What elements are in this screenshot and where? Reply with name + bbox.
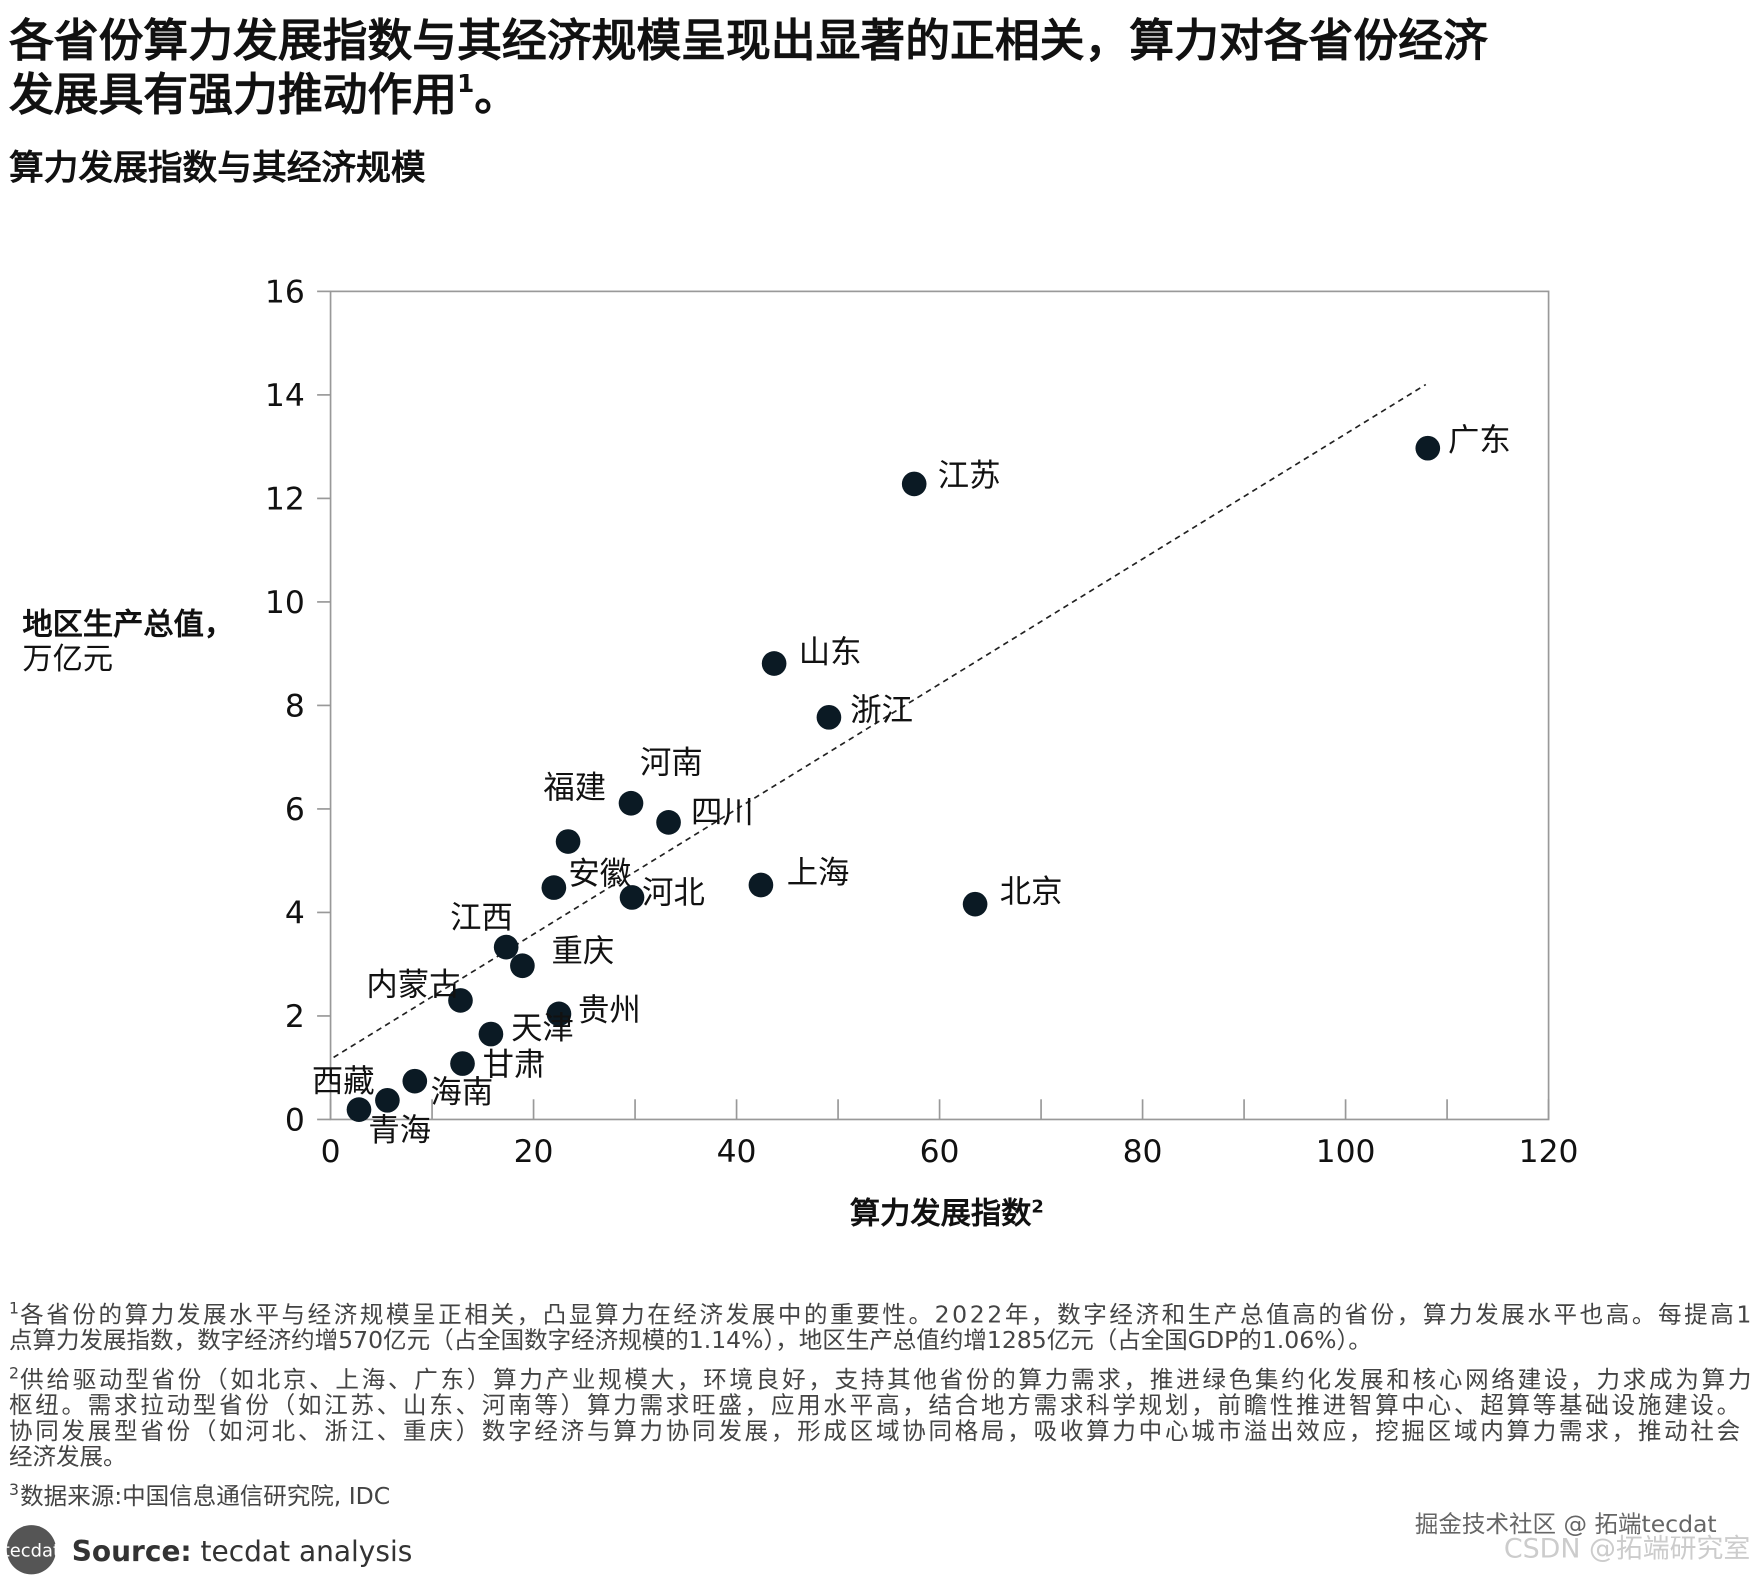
y-label: 万亿元 [22,642,113,677]
source-text: tecdat analysis [201,1535,413,1568]
point [510,953,535,979]
point-label: 河南 [640,745,703,781]
y-tick-label: 8 [285,689,305,725]
x-label: 算力发展指数2 [850,1196,1044,1231]
y-tick-label: 2 [285,999,305,1035]
x-tick-label: 100 [1316,1134,1376,1170]
plot-frame [329,290,1550,1121]
y-tick-label: 14 [265,378,305,414]
point [450,1051,475,1076]
watermark: CSDN @拓端研究室 [1504,1534,1750,1565]
footnote-marker: 2 [9,1363,19,1382]
y-tick-label: 6 [285,792,305,828]
source: tecdat Source: tecdat analysis [3,1525,413,1575]
x-tick-label: 80 [1123,1134,1163,1170]
point-label: 浙江 [850,693,913,729]
point [748,872,774,898]
point-label: 福建 [543,770,606,806]
point-label: 海南 [430,1074,493,1110]
point [375,1087,400,1113]
footnote-marker: 1 [9,1298,19,1317]
y-tick-label: 10 [265,585,305,621]
point [901,471,927,497]
y-tick-label: 16 [265,275,305,311]
point [962,891,988,917]
y-label: 地区生产总值， [22,607,234,642]
title-marker: 1 [457,69,474,98]
point-label: 贵州 [578,993,641,1029]
point-label: 天津 [511,1011,574,1047]
point [555,829,581,854]
x-label-marker: 2 [1031,1196,1043,1217]
y-tick-label: 0 [285,1103,305,1139]
y-tick-label: 4 [285,896,305,932]
point-label: 上海 [787,855,850,891]
x-tick-label: 0 [321,1134,341,1170]
point-label: 江西 [450,900,513,936]
point [761,651,787,676]
point [448,988,473,1013]
point-label: 江苏 [938,458,1001,494]
point [1415,435,1441,461]
x-label-text: 算力发展指数 [850,1197,1032,1232]
footnote-marker: 3 [9,1480,19,1499]
y-tick-label: 12 [265,482,305,518]
x-tick-label: 40 [717,1134,757,1170]
point [618,790,644,816]
point-label: 安徽 [568,856,631,892]
logo: tecdat [3,1540,60,1561]
footnote-line: 经济发展。 [9,1443,127,1471]
footnote-line: 各省份的算力发展水平与经济规模呈正相关，凸显算力在经济发展中的重要性。2022年… [20,1300,1751,1328]
subtitle: 算力发展指数与其经济规模 [9,148,426,188]
point [546,1001,572,1027]
source-label: Source: [72,1535,192,1568]
point-label: 广东 [1448,422,1511,458]
point [478,1021,504,1047]
footnote-line: 数据来源:中国信息通信研究院, IDC [20,1482,390,1510]
point-label: 重庆 [552,933,615,969]
point [346,1097,372,1122]
footnote-line: 枢纽。需求拉动型省份（如江苏、山东、河南等）算力需求旺盛，应用水平高，结合地方需… [9,1391,1740,1419]
watermark: 掘金技术社区 @ 拓端tecdat [1415,1510,1717,1538]
point-label: 西藏 [312,1064,375,1100]
point [402,1068,428,1094]
point [656,810,681,835]
x-tick-label: 120 [1519,1134,1579,1170]
point [619,885,645,910]
footnote-line: 供给驱动型省份（如北京、上海、广东）算力产业规模大，环境良好，支持其他省份的算力… [20,1365,1751,1393]
point [816,704,842,730]
point-label: 四川 [691,794,754,830]
x-tick-label: 60 [920,1134,960,1170]
x-tick-label: 20 [514,1134,554,1170]
title-line: 发展具有强力推动作用1。 [9,68,519,121]
footnotes: 1 各省份的算力发展水平与经济规模呈正相关，凸显算力在经济发展中的重要性。2022… [9,1298,1751,1509]
point [541,875,567,900]
title-text: 发展具有强力推动作用 [9,68,457,121]
title-end: 。 [474,68,519,121]
point-label: 青海 [368,1113,431,1149]
point-label: 内蒙古 [366,967,460,1003]
point-label: 河北 [642,875,705,911]
title-line: 各省份算力发展指数与其经济规模呈现出显著的正相关，算力对各省份经济 [9,14,1489,67]
footnote-line: 点算力发展指数，数字经济约增570亿元（占全国数字经济规模的1.14%），地区生… [9,1326,1372,1354]
point-label: 山东 [799,634,862,670]
point-label: 北京 [1000,874,1063,910]
source-line: Source: tecdat analysis [72,1535,413,1568]
logo-badge [6,1525,57,1575]
point-label: 甘肃 [483,1047,546,1083]
footnote-line: 协同发展型省份（如河北、浙江、重庆）数字经济与算力协同发展，形成区域协同格局，吸… [9,1417,1740,1445]
point [493,934,519,960]
